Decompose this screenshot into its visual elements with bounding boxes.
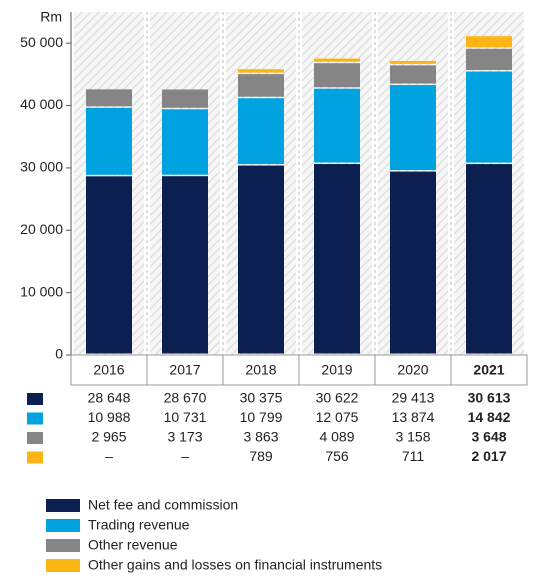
table-value: 10 731 — [164, 409, 207, 425]
y-tick-label: 30 000 — [20, 159, 63, 175]
y-tick-label: 20 000 — [20, 221, 63, 237]
bar-segment — [162, 89, 208, 108]
table-swatch — [27, 412, 43, 425]
bar-segment — [314, 88, 360, 163]
table-value: 3 863 — [243, 429, 278, 445]
bar-segment — [390, 85, 436, 171]
table-value: 28 670 — [164, 390, 207, 406]
bar-segment — [238, 74, 284, 97]
legend-label: Other gains and losses on financial inst… — [88, 557, 382, 573]
x-tick-label: 2018 — [245, 362, 276, 378]
table-value: 28 648 — [88, 390, 131, 406]
bar-segment — [466, 71, 512, 163]
y-axis-label: Rm — [40, 9, 62, 25]
table-value: 3 648 — [471, 429, 506, 445]
bar-segment — [390, 60, 436, 64]
x-tick-label: 2017 — [169, 362, 200, 378]
table-value: 12 075 — [316, 409, 359, 425]
y-tick-label: 0 — [55, 346, 63, 362]
bar-segment — [162, 176, 208, 354]
table-value: 10 988 — [88, 409, 131, 425]
bar-segment — [390, 171, 436, 354]
legend-swatch — [46, 499, 80, 512]
bar-segment — [466, 48, 512, 71]
table-value: 3 158 — [395, 429, 430, 445]
table-value: 711 — [402, 448, 425, 464]
legend-label: Other revenue — [88, 537, 178, 553]
table-value: – — [181, 448, 189, 464]
y-tick-label: 40 000 — [20, 96, 63, 112]
table-value: 4 089 — [319, 429, 354, 445]
bar-segment — [314, 58, 360, 62]
table-value: 2 017 — [471, 448, 506, 464]
bar-segment — [238, 69, 284, 73]
x-tick-label: 2019 — [321, 362, 352, 378]
table-value: 2 965 — [91, 429, 126, 445]
y-tick-label: 50 000 — [20, 34, 63, 50]
table-value: 3 173 — [167, 429, 202, 445]
x-tick-label: 2020 — [397, 362, 428, 378]
table-value: 10 799 — [240, 409, 283, 425]
table-swatch — [27, 393, 43, 405]
bar-segment — [238, 165, 284, 354]
table-value: 30 375 — [240, 390, 283, 406]
table-value: 14 842 — [468, 409, 511, 425]
table-value: – — [105, 448, 113, 464]
legend-swatch — [46, 519, 80, 532]
table-value: 30 622 — [316, 390, 359, 406]
bar-segment — [314, 164, 360, 354]
table-swatch — [27, 432, 43, 444]
legend-label: Trading revenue — [88, 517, 190, 533]
table-value: 29 413 — [392, 390, 435, 406]
bar-segment — [86, 107, 132, 175]
bar-segment — [466, 164, 512, 354]
table-value: 789 — [249, 448, 273, 464]
bar-segment — [238, 98, 284, 165]
legend-swatch — [46, 539, 80, 552]
table-swatch — [27, 451, 43, 464]
legend-swatch — [46, 559, 80, 572]
bar-segment — [162, 109, 208, 175]
x-tick-label: 2016 — [93, 362, 124, 378]
table-value: 30 613 — [468, 390, 511, 406]
table-value: 756 — [325, 448, 349, 464]
bar-segment — [314, 63, 360, 88]
bar-segment — [466, 36, 512, 48]
bar-segment — [86, 89, 132, 107]
table-value: 13 874 — [392, 409, 435, 425]
x-tick-label: 2021 — [473, 362, 504, 378]
bar-segment — [86, 176, 132, 354]
bar-segment — [390, 65, 436, 84]
y-tick-label: 10 000 — [20, 283, 63, 299]
legend-label: Net fee and commission — [88, 497, 238, 513]
